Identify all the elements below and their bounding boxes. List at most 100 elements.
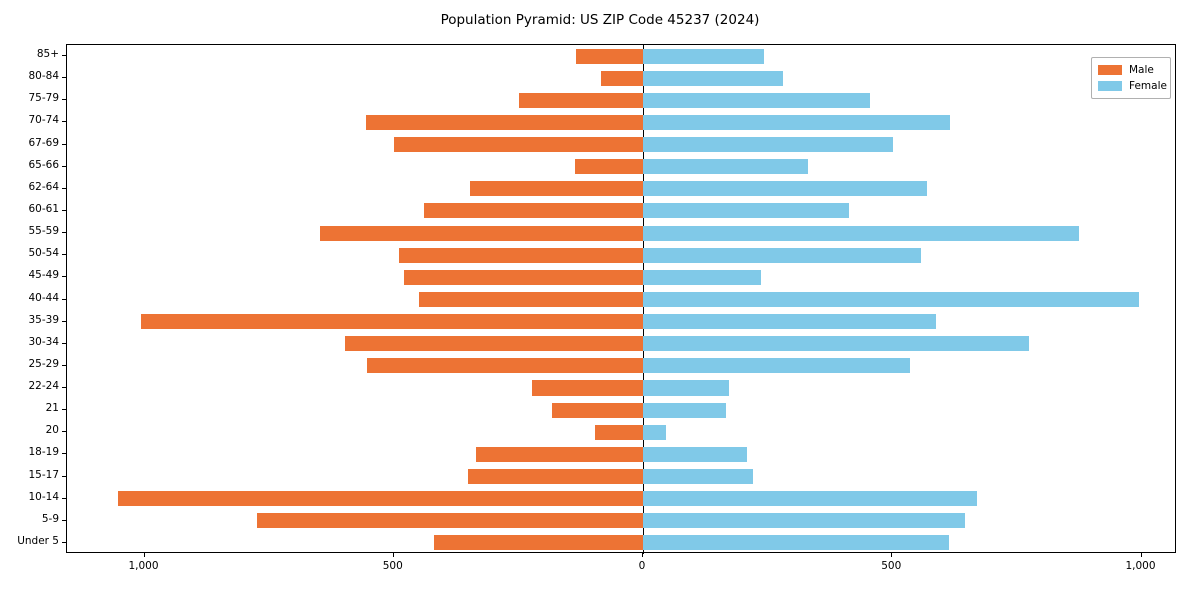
bar-female-20 [643,424,666,440]
y-tick [62,364,66,366]
y-tick-label: 21 [45,402,59,415]
x-tick-label: 500 [382,560,403,572]
bar-row [67,510,1177,532]
bar-female-70-74 [643,114,950,130]
y-tick [62,99,66,101]
y-tick [62,254,66,256]
y-tick-label: 55-59 [28,225,59,238]
bar-row [67,266,1177,288]
bar-male-15-17 [468,469,643,485]
bar-female-25-29 [643,358,910,374]
y-tick [62,143,66,145]
y-tick [62,55,66,57]
bar-female-62-64 [643,181,928,197]
bar-male-30-34 [344,336,643,352]
x-tick [1140,553,1142,557]
bar-female-10-14 [643,491,977,507]
y-tick-label: 50-54 [28,247,59,260]
bar-row [67,45,1177,67]
bar-female-67-69 [643,137,894,153]
x-tick-label: 0 [638,560,646,572]
bar-male-22-24 [531,380,643,396]
bar-row [67,399,1177,421]
legend-label-male: Male [1129,64,1154,76]
bar-row [67,421,1177,443]
y-tick [62,541,66,543]
bar-male-45-49 [403,269,643,285]
y-tick [62,187,66,189]
bar-female-50-54 [643,247,922,263]
x-tick [143,553,145,557]
bar-female-5-9 [643,513,965,529]
y-tick [62,209,66,211]
y-tick [62,276,66,278]
y-tick [62,431,66,433]
y-tick [62,475,66,477]
bar-female-35-39 [643,314,937,330]
y-tick-label: Under 5 [17,534,59,547]
legend-swatch-male [1098,65,1122,75]
bar-male-75-79 [518,92,643,108]
x-tick [392,553,394,557]
bar-row [67,488,1177,510]
bar-female-15-17 [643,469,754,485]
y-tick [62,409,66,411]
plot-area [66,44,1177,554]
x-tick [642,553,643,557]
legend-item-female: Female [1098,78,1167,94]
bar-female-60-61 [643,203,850,219]
bar-male-55-59 [320,225,643,241]
y-tick-label: 25-29 [28,357,59,370]
y-tick-label: 40-44 [28,291,59,304]
y-tick [62,320,66,322]
bar-female-75-79 [643,92,871,108]
y-tick-label: 80-84 [28,70,59,83]
bar-male-70-74 [365,114,643,130]
bar-female-80-84 [643,70,784,86]
bar-row [67,333,1177,355]
y-tick-label: 67-69 [28,136,59,149]
bar-row [67,377,1177,399]
bar-male-50-54 [398,247,643,263]
y-tick [62,121,66,123]
bar-row [67,288,1177,310]
y-tick [62,497,66,499]
legend-swatch-female [1098,81,1122,91]
bar-male-85- [575,48,643,64]
bar-row [67,89,1177,111]
y-tick [62,77,66,79]
bar-male-18-19 [476,446,643,462]
bar-male-under-5 [433,535,643,551]
y-tick [62,232,66,234]
y-tick-label: 30-34 [28,335,59,348]
bar-female-85- [643,48,765,64]
y-tick-label: 45-49 [28,269,59,282]
bar-female-55-59 [643,225,1080,241]
bar-female-under-5 [643,535,950,551]
bar-male-5-9 [256,513,643,529]
bar-male-67-69 [393,137,643,153]
x-tick-label: 500 [881,560,902,572]
bar-row [67,244,1177,266]
bar-row [67,134,1177,156]
bar-male-40-44 [418,291,643,307]
bar-row [67,156,1177,178]
y-tick-label: 70-74 [28,114,59,127]
bar-male-20 [595,424,643,440]
bar-row [67,443,1177,465]
bar-male-21 [551,402,643,418]
bar-row [67,311,1177,333]
x-tick-label: 1,000 [1125,560,1156,572]
bar-row [67,200,1177,222]
bar-male-65-66 [574,159,643,175]
chart-legend: Male Female [1091,57,1171,99]
y-tick-label: 85+ [36,48,59,61]
bar-female-21 [643,402,727,418]
y-tick [62,519,66,521]
bar-female-18-19 [643,446,748,462]
y-tick [62,165,66,167]
bar-row [67,465,1177,487]
bar-row [67,178,1177,200]
y-tick-label: 18-19 [28,446,59,459]
